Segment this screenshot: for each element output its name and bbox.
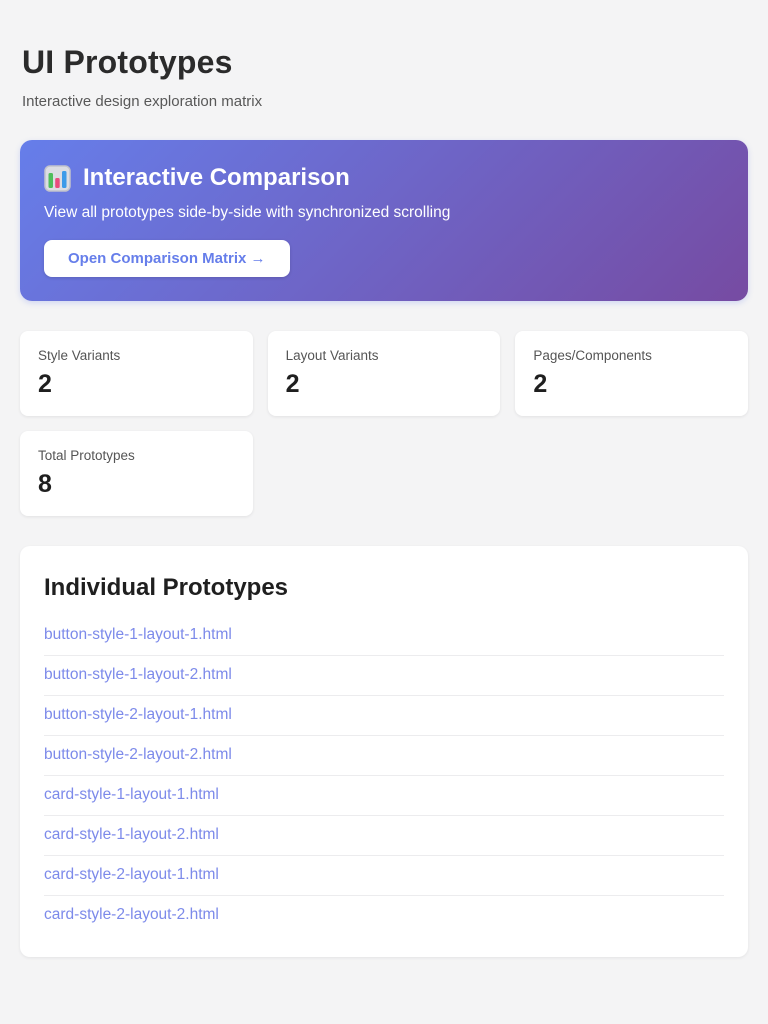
bar-chart-icon xyxy=(44,164,71,192)
stat-label: Layout Variants xyxy=(285,348,379,363)
list-item: card-style-1-layout-1.html xyxy=(44,776,724,816)
list-item: button-style-1-layout-2.html xyxy=(44,656,724,696)
list-item: card-style-2-layout-2.html xyxy=(44,896,724,935)
stat-label: Pages/Components xyxy=(533,348,652,363)
prototype-link-button-style-2-layout-1[interactable]: button-style-2-layout-1.html xyxy=(44,706,232,723)
stat-card-style-variants: Style Variants 2 xyxy=(20,331,253,416)
prototype-list: button-style-1-layout-1.html button-styl… xyxy=(44,616,724,935)
stat-label: Style Variants xyxy=(38,348,121,363)
list-item: card-style-1-layout-2.html xyxy=(44,816,724,856)
page-container: UI Prototypes Interactive design explora… xyxy=(20,44,748,957)
list-item: button-style-2-layout-2.html xyxy=(44,736,724,776)
stat-label: Total Prototypes xyxy=(38,448,135,463)
stat-value: 2 xyxy=(285,370,300,398)
stats-grid: Style Variants 2 Layout Variants 2 Pages… xyxy=(20,331,748,516)
list-item: card-style-2-layout-1.html xyxy=(44,856,724,896)
page-subtitle: Interactive design exploration matrix xyxy=(22,93,263,110)
open-comparison-matrix-button[interactable]: Open Comparison Matrix → xyxy=(44,240,290,277)
stat-value: 2 xyxy=(533,370,548,398)
stat-value: 8 xyxy=(38,470,52,498)
list-item: button-style-2-layout-1.html xyxy=(44,696,724,736)
prototype-link-card-style-1-layout-2[interactable]: card-style-1-layout-2.html xyxy=(44,826,219,843)
individual-prototypes-title: Individual Prototypes xyxy=(44,574,289,601)
prototype-link-card-style-2-layout-1[interactable]: card-style-2-layout-1.html xyxy=(44,866,219,883)
prototype-link-button-style-1-layout-1[interactable]: button-style-1-layout-1.html xyxy=(44,626,232,643)
stat-value: 2 xyxy=(38,370,52,398)
interactive-comparison-card: Interactive Comparison View all prototyp… xyxy=(20,140,748,301)
hero-title-text: Interactive Comparison xyxy=(83,164,350,191)
list-item: button-style-1-layout-1.html xyxy=(44,616,724,656)
prototype-link-card-style-2-layout-2[interactable]: card-style-2-layout-2.html xyxy=(44,906,219,923)
hero-heading: Interactive Comparison xyxy=(44,164,724,192)
individual-prototypes-card: Individual Prototypes button-style-1-lay… xyxy=(20,546,748,957)
stat-card-total-prototypes: Total Prototypes 8 xyxy=(20,431,253,516)
hero-description: View all prototypes side-by-side with sy… xyxy=(44,204,451,221)
prototype-link-button-style-1-layout-2[interactable]: button-style-1-layout-2.html xyxy=(44,666,232,683)
stat-card-layout-variants: Layout Variants 2 xyxy=(267,331,501,416)
page-title: UI Prototypes xyxy=(22,44,233,80)
stat-card-pages-components: Pages/Components 2 xyxy=(515,331,748,416)
prototype-link-card-style-1-layout-1[interactable]: card-style-1-layout-1.html xyxy=(44,786,219,803)
prototype-link-button-style-2-layout-2[interactable]: button-style-2-layout-2.html xyxy=(44,746,232,763)
